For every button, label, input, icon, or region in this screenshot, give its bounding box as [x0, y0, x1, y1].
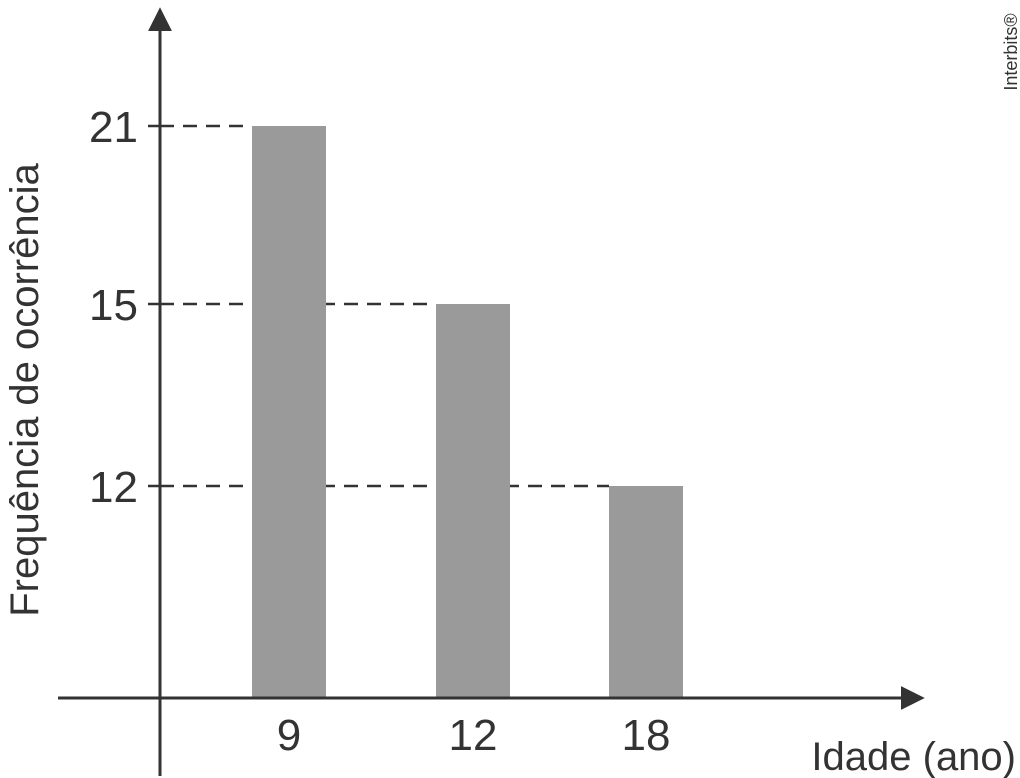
bar-9	[252, 126, 326, 698]
y-tick-label-21: 21	[89, 103, 138, 152]
x-tick-label-18: 18	[622, 711, 671, 760]
bar-18	[609, 486, 683, 698]
y-axis-title: Frequência de ocorrência	[3, 162, 47, 616]
reference-lines	[160, 124, 609, 488]
y-tick-label-15: 15	[89, 281, 138, 330]
bars	[252, 126, 683, 698]
bar-12	[436, 304, 510, 698]
credit-watermark: Interbits®	[1001, 13, 1020, 90]
x-tick-label-9: 9	[277, 711, 301, 760]
y-tick-label-12: 12	[89, 463, 138, 512]
y-ticks	[148, 124, 160, 488]
x-axis-title: Idade (ano)	[811, 735, 1016, 778]
y-tick-labels: 21 15 12	[89, 103, 138, 512]
x-tick-labels: 9 12 18	[277, 711, 671, 760]
x-tick-label-12: 12	[449, 711, 498, 760]
